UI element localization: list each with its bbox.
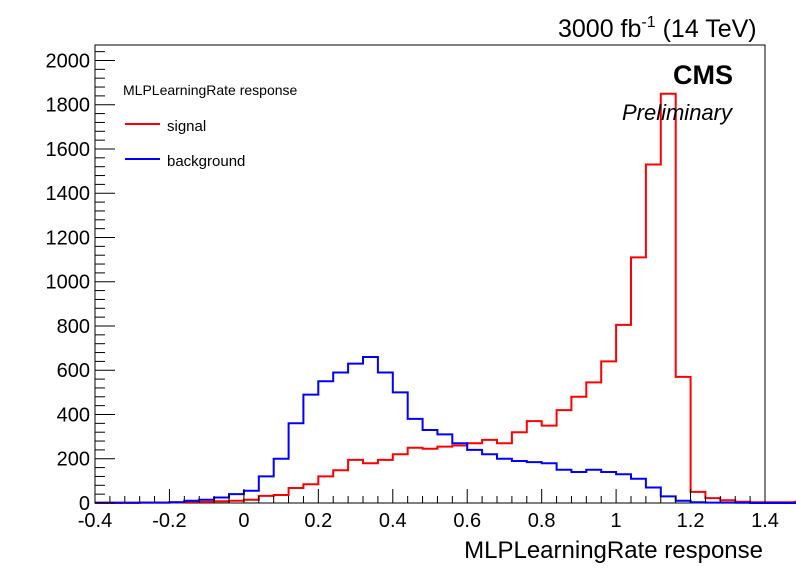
legend-title: MLPLearningRate response xyxy=(123,82,298,98)
x-tick-label: 1.2 xyxy=(677,510,705,532)
x-tick-label: 0.2 xyxy=(304,510,332,532)
x-tick-label: 0.4 xyxy=(379,510,407,532)
y-tick-label: 1600 xyxy=(46,139,91,161)
axis-layer: -0.4 -0.2 0 0.2 0.4 0.6 0.8 1 1.2 1.4 0 200 400 600 80… xyxy=(46,50,779,532)
x-tick-label: 1.4 xyxy=(751,510,779,532)
y-tick-label: 400 xyxy=(57,404,90,426)
x-tick-label: -0.2 xyxy=(152,510,186,532)
legend-label-background: background xyxy=(167,153,245,170)
plot-frame xyxy=(94,44,766,504)
x-tick-label: 0 xyxy=(238,510,249,532)
y-tick-label: 1200 xyxy=(46,227,91,249)
x-tick-label: -0.4 xyxy=(78,510,112,532)
x-axis-title: MLPLearningRate response xyxy=(464,537,763,564)
status-label: Preliminary xyxy=(622,100,734,125)
y-tick-label: 0 xyxy=(79,493,90,515)
y-tick-label: 1000 xyxy=(46,272,91,294)
y-tick-label: 2000 xyxy=(46,50,91,72)
y-tick-label: 1400 xyxy=(46,183,91,205)
lumi-label: 3000 fb-1 (14 TeV) xyxy=(558,14,757,43)
x-tick-label: 0.8 xyxy=(528,510,556,532)
series-line-background xyxy=(95,356,796,504)
legend: MLPLearningRate response signal backgrou… xyxy=(123,82,298,170)
experiment-label: CMS xyxy=(673,60,733,90)
y-tick-label: 600 xyxy=(57,360,90,382)
y-tick-label: 200 xyxy=(57,449,90,471)
y-tick-label: 1800 xyxy=(46,95,91,117)
x-tick-label: 0.6 xyxy=(453,510,481,532)
legend-label-signal: signal xyxy=(167,118,206,135)
y-tick-label: 800 xyxy=(57,316,90,338)
x-tick-label: 1 xyxy=(611,510,622,532)
